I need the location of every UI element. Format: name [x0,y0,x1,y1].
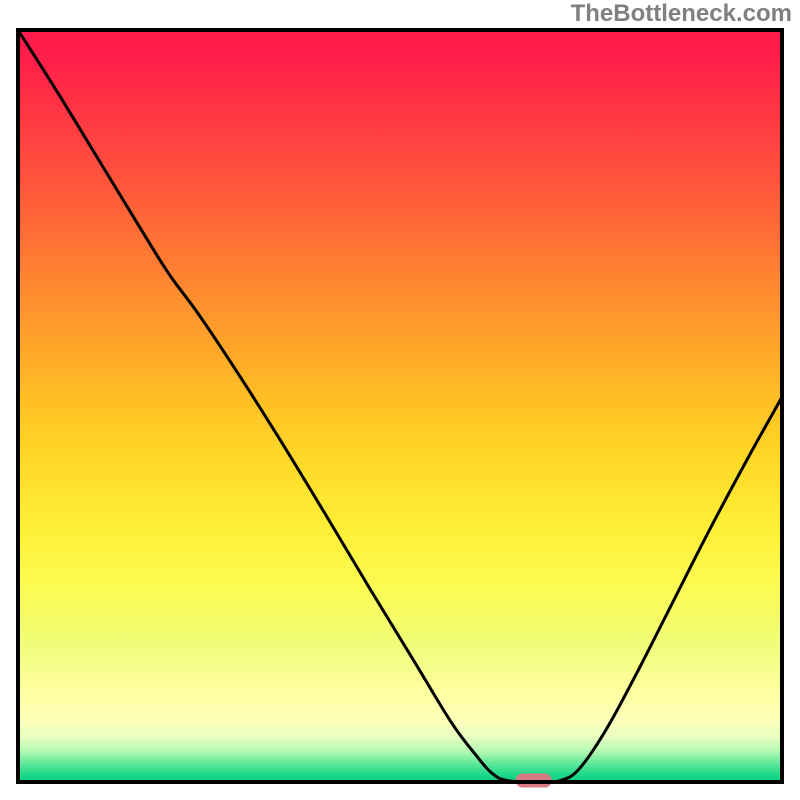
chart-svg [0,0,800,800]
gradient-background [18,30,782,782]
bottleneck-chart: TheBottleneck.com [0,0,800,800]
watermark-text: TheBottleneck.com [571,0,792,28]
